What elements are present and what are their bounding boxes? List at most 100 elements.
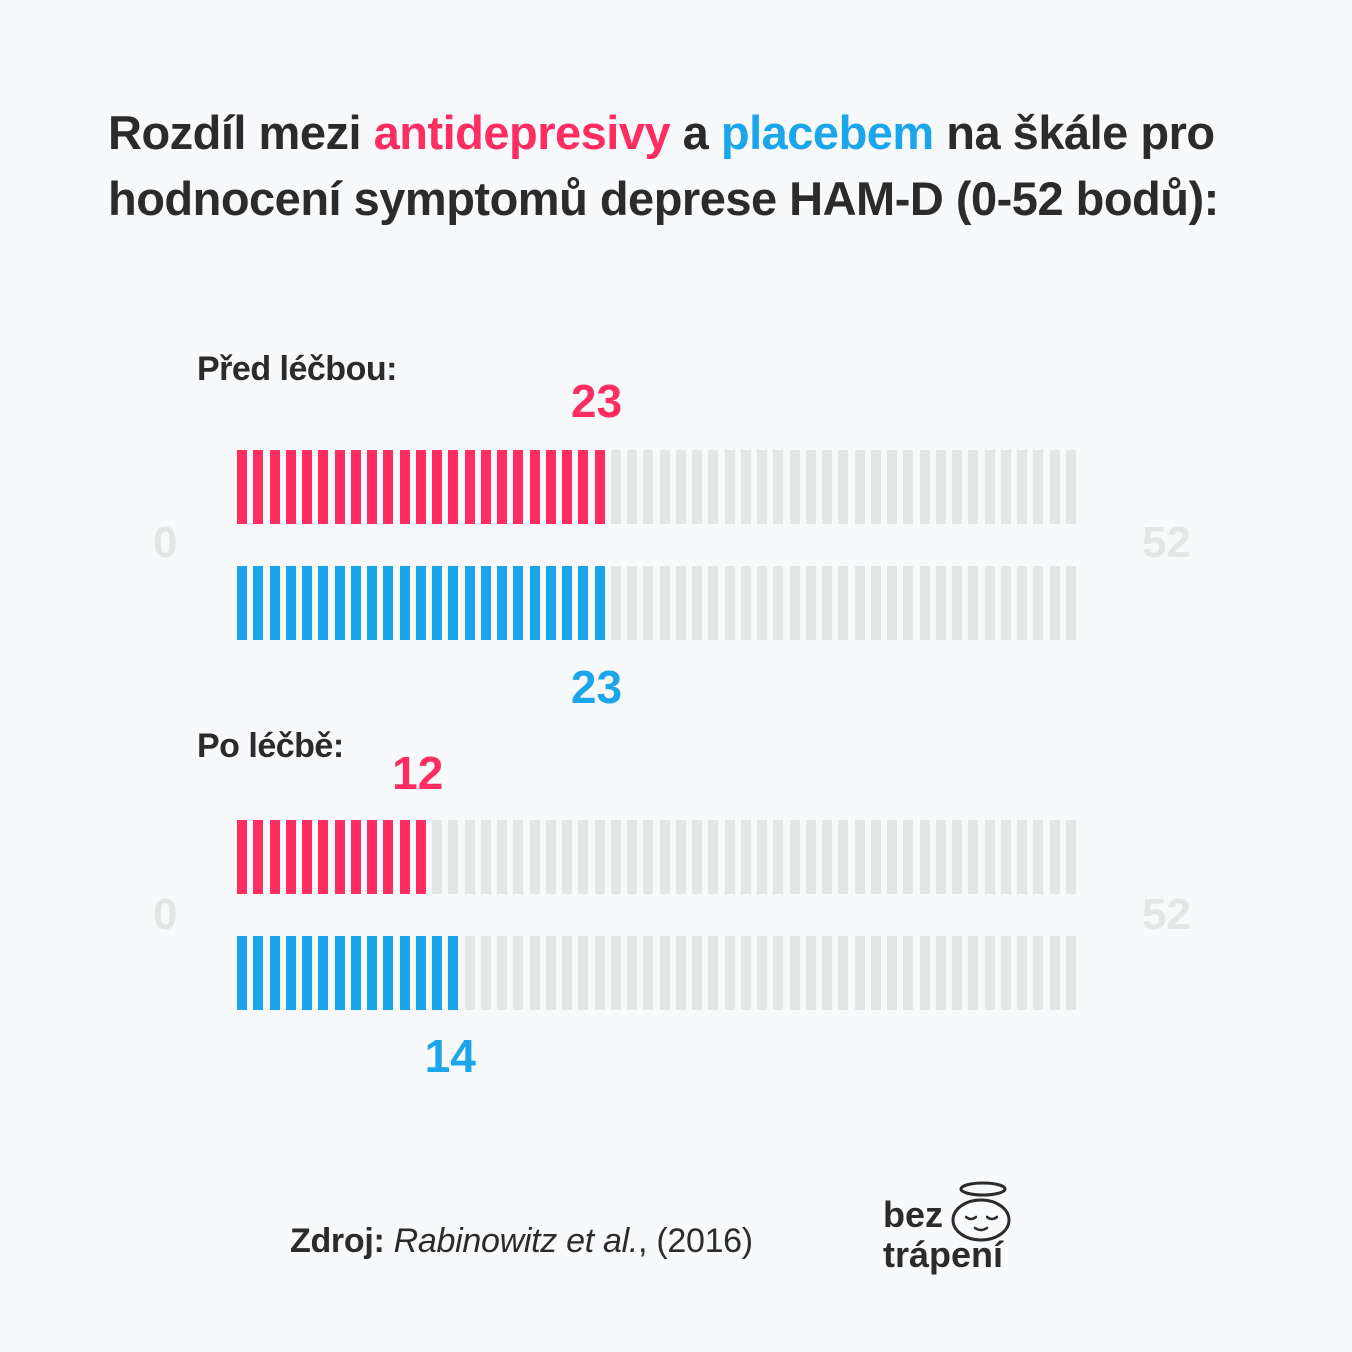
empty-tick	[887, 450, 897, 524]
empty-tick	[692, 820, 702, 894]
empty-tick	[838, 566, 849, 640]
empty-tick	[1033, 450, 1044, 524]
section-label-after: Po léčbě:	[197, 727, 344, 765]
filled-tick	[350, 936, 361, 1010]
empty-tick	[692, 566, 702, 640]
empty-tick	[805, 566, 816, 640]
empty-tick	[870, 936, 881, 1010]
empty-tick	[984, 450, 995, 524]
empty-tick	[724, 936, 735, 1010]
filled-tick	[334, 450, 345, 524]
filled-tick	[399, 820, 410, 894]
value-label-before-antidepressant: 23	[570, 375, 623, 427]
page-title: Rozdíl mezi antidepresivy a placebem na …	[108, 100, 1288, 232]
empty-tick	[627, 936, 637, 1010]
filled-tick	[399, 566, 410, 640]
source-authors: Rabinowitz et al.	[393, 1222, 639, 1260]
filled-tick	[318, 450, 329, 524]
empty-tick	[464, 936, 475, 1010]
empty-tick	[952, 820, 962, 894]
filled-tick	[367, 450, 377, 524]
empty-tick	[903, 820, 914, 894]
filled-tick	[367, 820, 377, 894]
empty-tick	[757, 450, 767, 524]
filled-tick	[432, 450, 442, 524]
empty-tick	[643, 820, 654, 894]
value-label-after-antidepressant: 12	[392, 747, 444, 799]
empty-tick	[1017, 566, 1027, 640]
empty-tick	[935, 936, 946, 1010]
empty-tick	[968, 566, 979, 640]
empty-tick	[870, 566, 881, 640]
empty-tick	[935, 566, 946, 640]
axis-min-label-before: 0	[153, 518, 178, 567]
empty-tick	[757, 566, 767, 640]
filled-tick	[253, 566, 264, 640]
filled-tick	[415, 450, 426, 524]
empty-tick	[464, 820, 475, 894]
empty-tick	[659, 936, 670, 1010]
value-label-before-placebo: 23	[570, 661, 623, 713]
filled-tick	[545, 566, 556, 640]
empty-tick	[887, 820, 897, 894]
filled-tick	[383, 936, 394, 1010]
empty-tick	[708, 566, 719, 640]
empty-tick	[627, 566, 637, 640]
brand-logo: bez trápení	[883, 1181, 1011, 1275]
empty-tick	[529, 936, 540, 1010]
empty-tick	[984, 936, 995, 1010]
empty-tick	[448, 820, 459, 894]
empty-tick	[919, 450, 930, 524]
filled-tick	[529, 450, 540, 524]
empty-tick	[854, 566, 865, 640]
empty-tick	[919, 566, 930, 640]
empty-tick	[675, 936, 686, 1010]
empty-tick	[870, 820, 881, 894]
filled-tick	[253, 820, 264, 894]
empty-tick	[675, 820, 686, 894]
empty-tick	[952, 450, 962, 524]
empty-tick	[1017, 820, 1027, 894]
axis-min-label-after: 0	[153, 890, 178, 939]
empty-tick	[822, 450, 832, 524]
filled-tick	[594, 450, 605, 524]
filled-tick	[237, 936, 247, 1010]
empty-tick	[805, 450, 816, 524]
empty-tick	[659, 820, 670, 894]
filled-tick	[578, 450, 589, 524]
filled-tick	[578, 566, 589, 640]
filled-tick	[350, 450, 361, 524]
filled-tick	[285, 566, 296, 640]
empty-tick	[740, 450, 751, 524]
empty-tick	[627, 820, 637, 894]
empty-tick	[1065, 566, 1076, 640]
empty-tick	[740, 820, 751, 894]
empty-tick	[887, 566, 897, 640]
filled-tick	[253, 936, 264, 1010]
empty-tick	[692, 450, 702, 524]
source-label: Zdroj:	[290, 1222, 385, 1260]
empty-tick	[984, 566, 995, 640]
empty-tick	[594, 936, 605, 1010]
empty-tick	[1065, 820, 1076, 894]
empty-tick	[903, 450, 914, 524]
empty-tick	[1049, 566, 1060, 640]
empty-tick	[1017, 936, 1027, 1010]
empty-tick	[545, 820, 556, 894]
filled-tick	[302, 566, 312, 640]
filled-tick	[237, 820, 247, 894]
filled-tick	[545, 450, 556, 524]
empty-tick	[935, 820, 946, 894]
empty-tick	[822, 936, 832, 1010]
filled-tick	[513, 450, 524, 524]
filled-tick	[302, 450, 312, 524]
empty-tick	[838, 450, 849, 524]
empty-tick	[968, 936, 979, 1010]
filled-tick	[383, 566, 394, 640]
empty-tick	[529, 820, 540, 894]
title-placebo-highlight: placebem	[720, 106, 934, 159]
empty-tick	[1033, 936, 1044, 1010]
empty-tick	[903, 936, 914, 1010]
empty-tick	[773, 566, 784, 640]
empty-tick	[724, 450, 735, 524]
